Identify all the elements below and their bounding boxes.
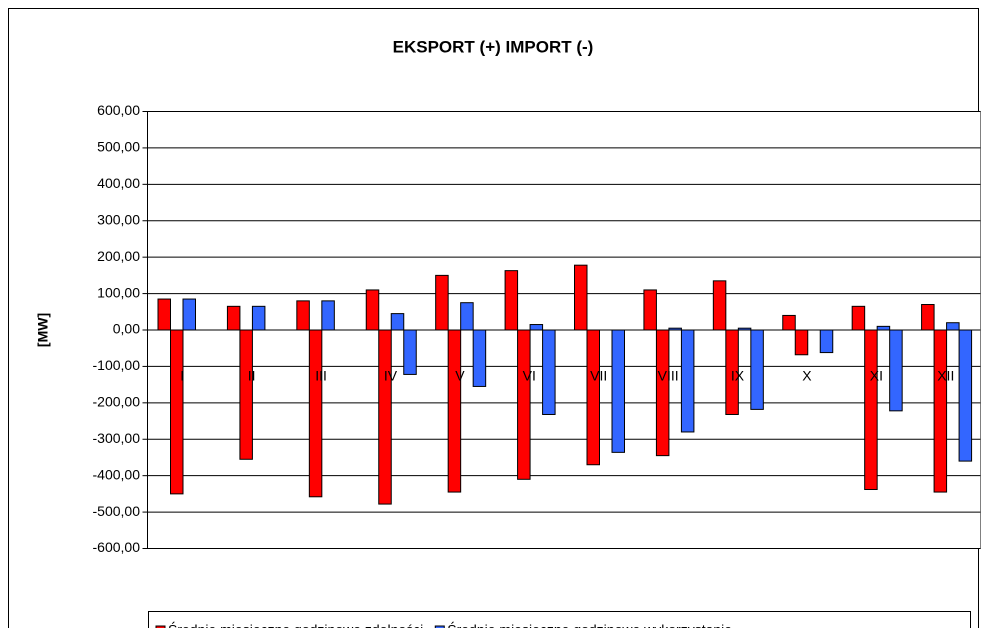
x-tick-label: X xyxy=(802,368,812,384)
x-tick-label: I xyxy=(180,368,184,384)
bar xyxy=(819,329,834,354)
bar xyxy=(403,329,417,375)
bar xyxy=(460,302,474,331)
x-tick-label: II xyxy=(248,368,256,384)
y-tick-label: 400,00 xyxy=(97,175,140,191)
bar xyxy=(712,280,727,331)
bar xyxy=(643,289,657,331)
bar xyxy=(170,329,184,495)
bar xyxy=(611,329,625,453)
y-tick-label: -100,00 xyxy=(93,357,141,373)
bar xyxy=(574,264,588,331)
y-axis-label: [MW] xyxy=(35,313,51,347)
y-tick-label: 300,00 xyxy=(97,211,140,227)
legend-swatch xyxy=(434,625,445,628)
y-tick-label: -600,00 xyxy=(93,539,141,555)
bar xyxy=(472,329,487,387)
bar xyxy=(447,329,462,493)
bar xyxy=(226,305,241,331)
bar xyxy=(586,329,600,466)
legend-label: Średnie miesięczne godzinowe wykorzystan… xyxy=(447,621,732,628)
legend-swatch xyxy=(155,625,166,628)
bar xyxy=(517,329,531,480)
bar xyxy=(321,300,335,331)
x-tick-label: XII xyxy=(937,368,954,384)
x-tick-label: V xyxy=(455,368,465,384)
bar xyxy=(655,329,670,457)
y-tick-label: -300,00 xyxy=(93,430,141,446)
bar xyxy=(794,329,809,356)
bar xyxy=(889,329,903,412)
bar xyxy=(921,304,935,331)
bar xyxy=(864,329,878,491)
bar xyxy=(542,329,556,415)
legend xyxy=(148,611,971,628)
bar xyxy=(435,274,449,331)
bar xyxy=(296,300,310,331)
bar xyxy=(308,329,323,498)
y-tick-label: -400,00 xyxy=(93,466,141,482)
bar xyxy=(680,329,695,433)
x-tick-label: XI xyxy=(870,368,883,384)
bar xyxy=(365,289,380,331)
y-tick-label: 100,00 xyxy=(97,284,140,300)
bar xyxy=(378,329,392,505)
x-tick-label: VI xyxy=(523,368,536,384)
bar xyxy=(933,329,948,493)
bar xyxy=(182,298,196,331)
bar xyxy=(157,298,171,331)
x-tick-label: IX xyxy=(731,368,745,384)
x-tick-label: VII xyxy=(590,368,607,384)
bar xyxy=(251,305,266,331)
y-tick-label: 0,00 xyxy=(113,321,140,337)
y-tick-label: -500,00 xyxy=(93,503,141,519)
y-tick-label: -200,00 xyxy=(93,394,141,410)
bar xyxy=(782,314,796,331)
bar xyxy=(504,270,519,331)
legend-label: Średnie miesięczne godzinowe zdolności xyxy=(168,621,423,628)
x-tick-label: IV xyxy=(384,368,398,384)
bar xyxy=(851,305,866,331)
y-tick-label: 500,00 xyxy=(97,139,140,155)
bar xyxy=(958,329,973,462)
bar xyxy=(529,324,544,331)
bar xyxy=(750,329,764,410)
bar xyxy=(239,329,253,460)
x-tick-label: VIII xyxy=(658,368,679,384)
bar xyxy=(946,322,960,331)
y-tick-label: 600,00 xyxy=(97,102,140,118)
chart-title: EKSPORT (+) IMPORT (-) xyxy=(393,37,594,56)
y-tick-label: 200,00 xyxy=(97,248,140,264)
bar xyxy=(876,325,891,331)
bar xyxy=(390,313,405,331)
x-tick-label: III xyxy=(315,368,327,384)
